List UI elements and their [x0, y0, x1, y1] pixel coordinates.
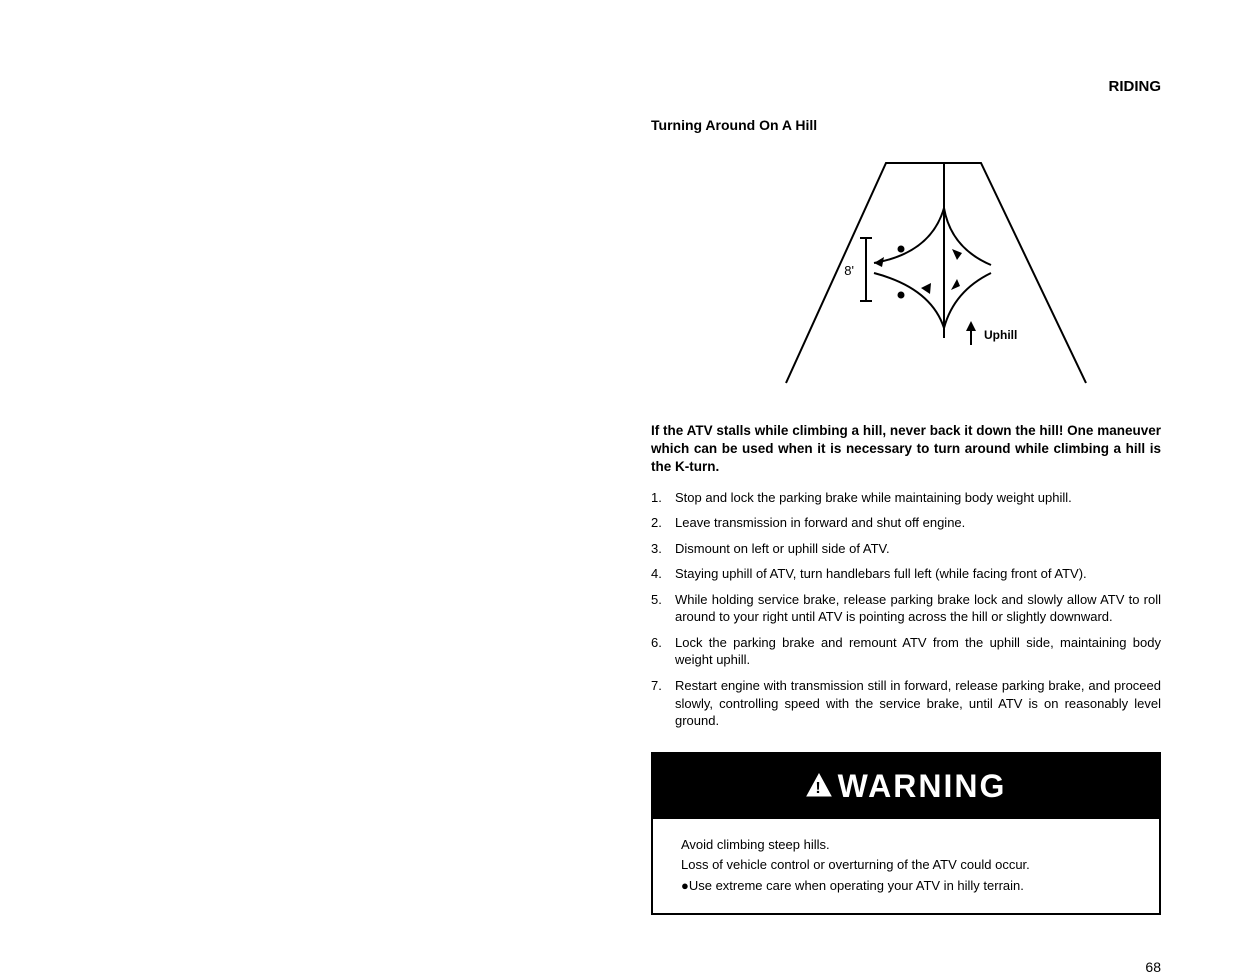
- warning-header: ! WARNING: [653, 754, 1159, 819]
- warning-box: ! WARNING Avoid climbing steep hills. Lo…: [651, 752, 1161, 915]
- step-number: 4.: [651, 565, 675, 583]
- warning-body: Avoid climbing steep hills. Loss of vehi…: [653, 819, 1159, 913]
- hill-diagram: 8' Uphill: [651, 153, 1161, 398]
- step-text: Dismount on left or uphill side of ATV.: [675, 540, 1161, 558]
- step-item: 4.Staying uphill of ATV, turn handlebars…: [651, 565, 1161, 583]
- step-text: Leave transmission in forward and shut o…: [675, 514, 1161, 532]
- arrow-upper-right: [952, 249, 962, 260]
- step-text: Restart engine with transmission still i…: [675, 677, 1161, 730]
- svg-text:!: !: [815, 780, 822, 797]
- subsection-header: Turning Around On A Hill: [651, 117, 1161, 133]
- step-list: 1.Stop and lock the parking brake while …: [651, 489, 1161, 730]
- step-number: 5.: [651, 591, 675, 626]
- path-upper-left: [874, 208, 944, 263]
- step-number: 2.: [651, 514, 675, 532]
- dot-upper: [898, 246, 905, 253]
- measure-label: 8': [844, 263, 854, 278]
- step-text: Lock the parking brake and remount ATV f…: [675, 634, 1161, 669]
- warning-title: WARNING: [838, 768, 1007, 805]
- step-text: Staying uphill of ATV, turn handlebars f…: [675, 565, 1161, 583]
- arrow-lower-right: [951, 279, 960, 290]
- arrow-lower-left: [921, 283, 931, 294]
- step-number: 7.: [651, 677, 675, 730]
- uphill-label: Uphill: [984, 328, 1017, 342]
- step-item: 1.Stop and lock the parking brake while …: [651, 489, 1161, 507]
- step-number: 3.: [651, 540, 675, 558]
- section-header: RIDING: [651, 78, 1161, 95]
- page-number: 68: [1145, 959, 1161, 975]
- step-item: 5.While holding service brake, release p…: [651, 591, 1161, 626]
- uphill-arrow-head: [966, 321, 976, 331]
- warning-line: ●Use extreme care when operating your AT…: [681, 876, 1131, 897]
- warning-line: Loss of vehicle control or overturning o…: [681, 855, 1131, 876]
- step-number: 6.: [651, 634, 675, 669]
- step-item: 6.Lock the parking brake and remount ATV…: [651, 634, 1161, 669]
- step-item: 7.Restart engine with transmission still…: [651, 677, 1161, 730]
- warning-line: Avoid climbing steep hills.: [681, 835, 1131, 856]
- warning-triangle-icon: !: [806, 768, 832, 805]
- step-text: While holding service brake, release par…: [675, 591, 1161, 626]
- step-text: Stop and lock the parking brake while ma…: [675, 489, 1161, 507]
- dot-lower: [898, 292, 905, 299]
- hill-outline: [786, 163, 1086, 383]
- step-item: 3.Dismount on left or uphill side of ATV…: [651, 540, 1161, 558]
- intro-paragraph: If the ATV stalls while climbing a hill,…: [651, 422, 1161, 477]
- step-item: 2.Leave transmission in forward and shut…: [651, 514, 1161, 532]
- path-lower-left: [874, 273, 944, 328]
- path-upper-right: [944, 208, 991, 265]
- path-lower-right: [944, 273, 991, 328]
- hill-svg: 8' Uphill: [716, 153, 1096, 393]
- manual-page: RIDING Turning Around On A Hill 8': [651, 78, 1161, 915]
- step-number: 1.: [651, 489, 675, 507]
